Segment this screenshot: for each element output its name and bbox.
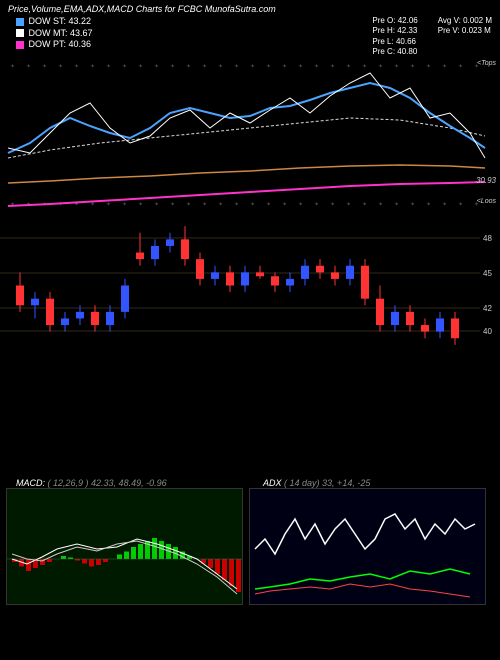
svg-text:✦: ✦ — [122, 201, 127, 208]
svg-text:✦: ✦ — [250, 63, 255, 70]
dow-st: DOW ST: 43.22 — [8, 16, 101, 28]
svg-text:✦: ✦ — [202, 201, 207, 208]
svg-text:✦: ✦ — [410, 201, 415, 208]
svg-text:40: 40 — [483, 327, 492, 336]
svg-text:✦: ✦ — [234, 63, 239, 70]
svg-text:✦: ✦ — [314, 63, 319, 70]
macd-chart[interactable] — [6, 488, 243, 605]
svg-text:✦: ✦ — [250, 201, 255, 208]
svg-text:✦: ✦ — [58, 201, 63, 208]
pre-low: Pre L: 40.66 — [372, 37, 417, 47]
svg-text:✦: ✦ — [42, 63, 47, 70]
svg-text:✦: ✦ — [458, 63, 463, 70]
dow-mt-color-swatch — [16, 29, 24, 37]
svg-text:✦: ✦ — [378, 201, 383, 208]
dow-st-color-swatch — [16, 18, 24, 26]
svg-text:✦: ✦ — [298, 63, 303, 70]
svg-text:45: 45 — [483, 269, 492, 278]
svg-text:✦: ✦ — [10, 201, 15, 208]
svg-text:✦: ✦ — [394, 63, 399, 70]
svg-text:✦: ✦ — [154, 201, 159, 208]
svg-text:✦: ✦ — [282, 201, 287, 208]
svg-text:✦: ✦ — [186, 63, 191, 70]
svg-text:✦: ✦ — [170, 63, 175, 70]
svg-text:✦: ✦ — [138, 201, 143, 208]
spacer — [0, 358, 500, 478]
adx-label: ADX — [263, 478, 282, 488]
svg-text:42: 42 — [483, 304, 492, 313]
tops-annotation: <Tops — [477, 60, 496, 67]
price-label: 30.93 — [476, 176, 496, 185]
pre-close: Pre C: 40.80 — [372, 47, 417, 57]
adx-chart[interactable] — [249, 488, 486, 605]
svg-text:✦: ✦ — [266, 63, 271, 70]
svg-text:✦: ✦ — [442, 201, 447, 208]
svg-text:✦: ✦ — [346, 201, 351, 208]
svg-text:✦: ✦ — [26, 63, 31, 70]
svg-text:✦: ✦ — [186, 201, 191, 208]
dow-pt-color-swatch — [16, 41, 24, 49]
dow-pt: DOW PT: 40.36 — [8, 39, 101, 51]
svg-text:✦: ✦ — [442, 63, 447, 70]
svg-text:✦: ✦ — [154, 63, 159, 70]
svg-text:✦: ✦ — [106, 63, 111, 70]
svg-text:✦: ✦ — [426, 201, 431, 208]
ohlc-info: Pre O: 42.06 Pre H: 42.33 Pre L: 40.66 P… — [372, 16, 492, 58]
svg-text:✦: ✦ — [58, 63, 63, 70]
svg-text:✦: ✦ — [74, 63, 79, 70]
page-title: Price,Volume,EMA,ADX,MACD Charts for FCB… — [8, 4, 276, 14]
svg-text:✦: ✦ — [378, 63, 383, 70]
dow-mt: DOW MT: 43.67 — [8, 28, 101, 40]
svg-text:✦: ✦ — [234, 201, 239, 208]
avg-volume: Avg V: 0.002 M — [438, 16, 492, 26]
svg-text:✦: ✦ — [170, 201, 175, 208]
svg-text:✦: ✦ — [362, 63, 367, 70]
svg-text:✦: ✦ — [10, 63, 15, 70]
svg-text:✦: ✦ — [394, 201, 399, 208]
pre-open: Pre O: 42.06 — [372, 16, 417, 26]
svg-text:✦: ✦ — [330, 201, 335, 208]
macd-label: MACD: — [16, 478, 45, 488]
svg-text:✦: ✦ — [122, 63, 127, 70]
header: Price,Volume,EMA,ADX,MACD Charts for FCB… — [0, 0, 500, 16]
svg-text:✦: ✦ — [410, 63, 415, 70]
svg-text:✦: ✦ — [458, 201, 463, 208]
svg-text:✦: ✦ — [330, 63, 335, 70]
dow-legend: DOW ST: 43.22 DOW MT: 43.67 DOW PT: 40.3… — [8, 16, 101, 58]
svg-text:✦: ✦ — [218, 63, 223, 70]
loos-annotation: <Loos — [477, 198, 496, 205]
main-price-chart[interactable]: ✦ ✦ ✦ ✦ ✦ ✦ ✦ ✦ ✦ ✦ ✦ ✦ ✦ ✦ ✦ ✦ ✦ ✦ ✦ ✦ ✦ ✦ ✦ ✦ ✦ ✦ ✦ ✦ ✦ ✦ ✦ ✦ ✦ ✦ ✦ ✦ ✦ ✦ ✦ ✦… — [0, 58, 500, 213]
adx-params: ( 14 day) 33, +14, -25 — [284, 478, 370, 488]
svg-text:✦: ✦ — [90, 63, 95, 70]
pre-high: Pre H: 42.33 — [372, 26, 417, 36]
svg-text:48: 48 — [483, 234, 492, 243]
svg-text:✦: ✦ — [346, 63, 351, 70]
candlestick-chart[interactable]: 48 45 42 40 — [0, 213, 500, 358]
svg-text:✦: ✦ — [298, 201, 303, 208]
svg-text:✦: ✦ — [218, 201, 223, 208]
svg-text:✦: ✦ — [266, 201, 271, 208]
pre-volume: Pre V: 0.023 M — [438, 26, 492, 36]
macd-params: ( 12,26,9 ) 42.33, 48.49, -0.96 — [48, 478, 167, 488]
svg-text:✦: ✦ — [362, 201, 367, 208]
svg-text:✦: ✦ — [202, 63, 207, 70]
svg-text:✦: ✦ — [426, 63, 431, 70]
svg-text:✦: ✦ — [314, 201, 319, 208]
svg-text:✦: ✦ — [138, 63, 143, 70]
svg-text:✦: ✦ — [106, 201, 111, 208]
svg-text:✦: ✦ — [282, 63, 287, 70]
